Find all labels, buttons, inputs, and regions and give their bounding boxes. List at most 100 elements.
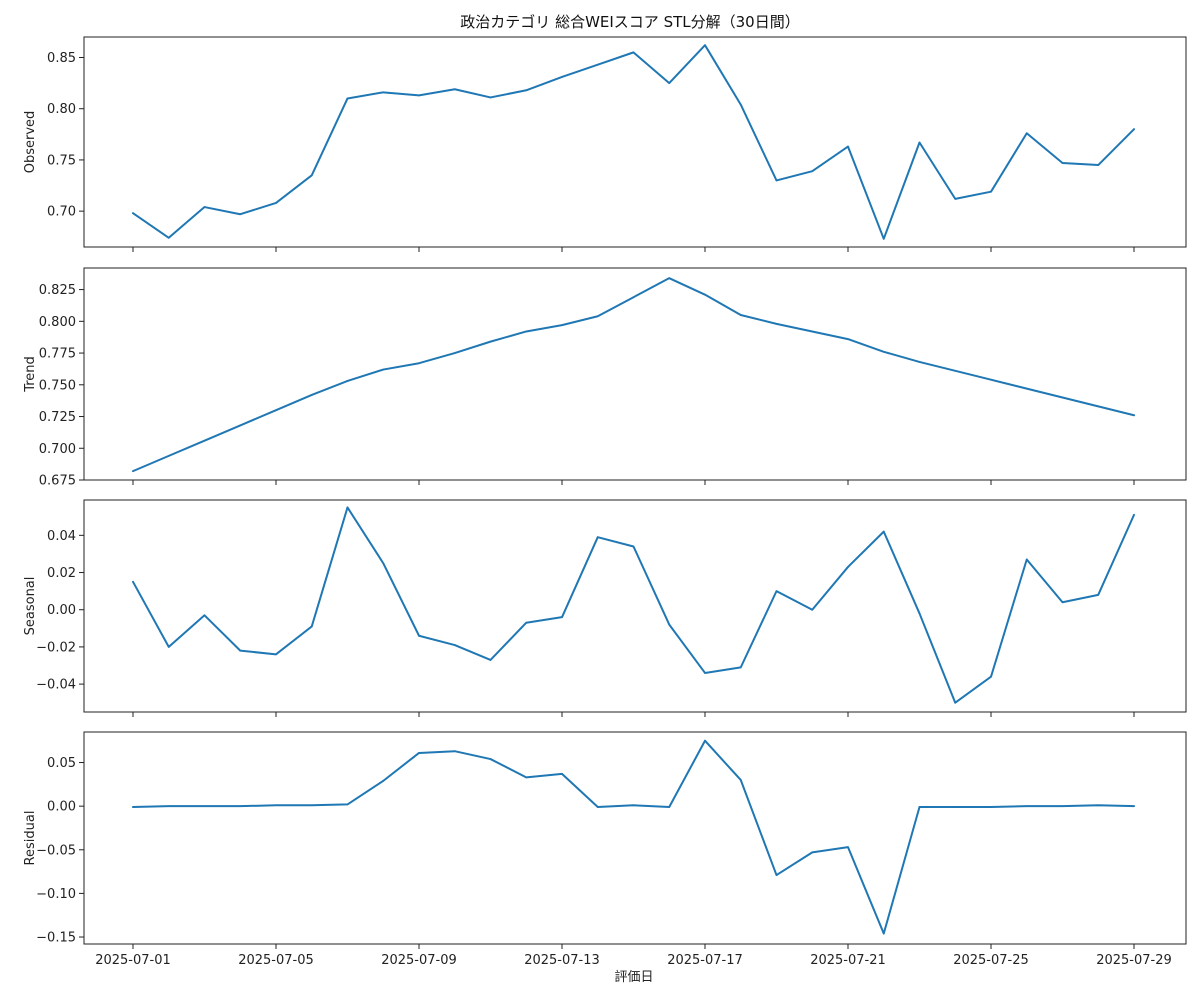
data-point	[954, 701, 957, 704]
data-point	[310, 804, 313, 807]
y-axis-label: Observed	[23, 111, 38, 174]
series-line-seasonal	[132, 506, 1135, 704]
data-point	[418, 94, 420, 97]
data-point	[132, 806, 134, 808]
y-tick-label: 0.725	[39, 410, 76, 425]
data-point	[239, 805, 242, 807]
data-point	[346, 380, 349, 382]
data-point	[561, 76, 563, 78]
y-tick-label: 0.800	[39, 315, 76, 330]
data-point	[167, 805, 170, 807]
data-point	[668, 623, 671, 626]
data-point	[811, 608, 814, 611]
data-point	[704, 293, 706, 296]
data-point	[1133, 805, 1135, 807]
data-point	[918, 141, 921, 144]
plot-frame	[83, 267, 1187, 481]
data-point	[882, 932, 885, 935]
data-point	[1133, 414, 1135, 417]
data-point	[775, 323, 778, 325]
data-point	[1097, 164, 1100, 166]
chart-panels: 0.700.750.800.85Observed0.6750.7000.7250…	[23, 36, 1187, 968]
data-point	[275, 202, 277, 204]
data-point	[203, 439, 206, 442]
data-point	[275, 653, 277, 656]
data-point	[418, 634, 420, 637]
data-point	[203, 805, 206, 807]
data-point	[1061, 805, 1064, 807]
data-point	[132, 581, 134, 583]
data-point	[1061, 601, 1064, 604]
data-point	[239, 424, 242, 427]
series-line-residual	[132, 739, 1135, 935]
data-point	[1025, 558, 1028, 561]
data-point	[811, 851, 814, 854]
data-point	[275, 804, 277, 807]
data-point	[525, 776, 528, 779]
panel-residual: −0.15 −0.10 −0.05 0.00 0.05 2025-07-01 2025-07…	[23, 731, 1187, 968]
data-point	[382, 780, 385, 782]
y-tick-label: −0.02	[36, 640, 76, 655]
data-point	[1061, 162, 1064, 164]
data-point	[704, 672, 706, 674]
data-point	[382, 562, 385, 565]
y-tick-label: 0.00	[47, 800, 76, 815]
x-axis-label: 評価日	[614, 970, 653, 985]
data-point	[525, 89, 528, 92]
data-point	[167, 646, 170, 648]
data-point	[1025, 387, 1028, 390]
data-point	[310, 174, 313, 177]
y-tick-label: 0.05	[47, 756, 76, 771]
data-point	[453, 644, 456, 646]
y-tick-label: 0.775	[39, 347, 76, 362]
panel-seasonal: −0.04 −0.02 0.00 0.02 0.04 Seasonal	[23, 499, 1187, 717]
y-tick-label: −0.04	[36, 678, 76, 693]
y-tick-label: −0.10	[36, 887, 76, 902]
data-point	[1025, 132, 1028, 135]
data-point	[1025, 805, 1028, 807]
y-tick-label: 0.85	[47, 51, 76, 66]
data-point	[918, 612, 921, 615]
data-point	[203, 206, 206, 208]
data-point	[668, 277, 671, 279]
data-point	[525, 330, 528, 333]
data-point	[668, 806, 671, 808]
data-point	[632, 545, 635, 548]
y-tick-label: 0.02	[47, 566, 76, 581]
data-point	[954, 806, 957, 808]
data-point	[382, 91, 385, 94]
data-point	[632, 296, 635, 298]
data-point	[596, 536, 599, 538]
data-point	[632, 804, 635, 807]
x-tick-label: 2025-07-21	[810, 953, 886, 968]
data-point	[739, 666, 742, 669]
data-point	[882, 350, 885, 353]
data-point	[775, 179, 778, 182]
data-point	[275, 409, 277, 411]
data-point	[811, 330, 814, 333]
data-point	[1097, 405, 1100, 408]
x-tick-label: 2025-07-01	[95, 953, 171, 968]
data-point	[811, 170, 814, 172]
y-axis-label: Seasonal	[23, 577, 38, 636]
y-tick-label: −0.05	[36, 843, 76, 858]
panel-trend: 0.675 0.700 0.725 0.750 0.775 0.800 0.825 Trend	[23, 267, 1187, 489]
data-point	[167, 236, 170, 239]
data-point	[596, 806, 599, 808]
data-point	[382, 368, 385, 371]
data-point	[418, 752, 420, 754]
plot-frame	[83, 36, 1187, 248]
data-point	[847, 566, 849, 568]
y-tick-label: 0.70	[47, 205, 76, 220]
data-point	[1133, 514, 1135, 516]
data-point	[239, 213, 242, 216]
y-tick-label: 0.75	[47, 153, 76, 168]
series-line-observed	[132, 44, 1135, 240]
data-point	[847, 846, 849, 848]
data-point	[561, 616, 563, 618]
data-point	[346, 803, 349, 806]
data-point	[990, 190, 992, 193]
y-tick-label: 0.04	[47, 529, 76, 544]
data-point	[668, 82, 671, 84]
data-point	[882, 238, 885, 240]
